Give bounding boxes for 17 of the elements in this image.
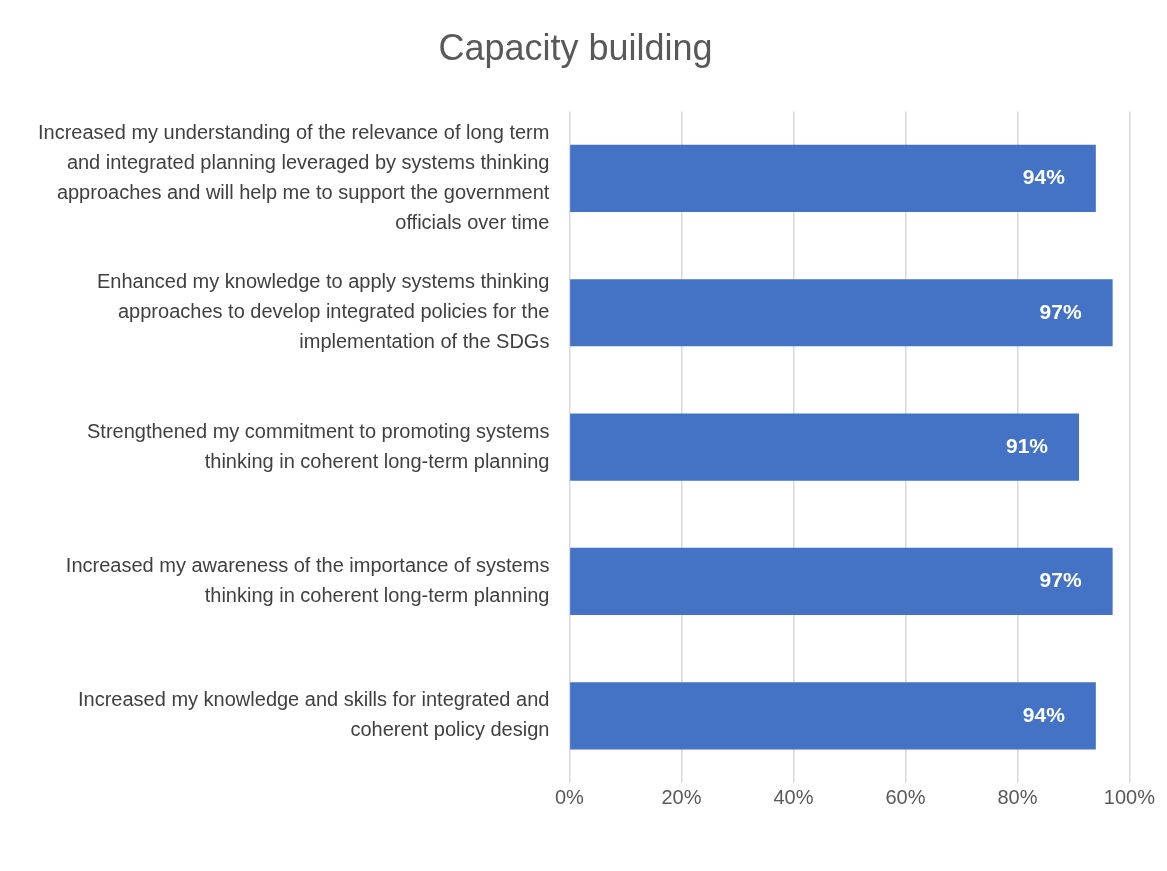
x-tick-label: 40% bbox=[773, 785, 814, 808]
data-label: 97% bbox=[1039, 568, 1082, 592]
data-label: 94% bbox=[1022, 702, 1066, 726]
x-tick-label: 80% bbox=[997, 785, 1038, 808]
data-label: 94% bbox=[1022, 165, 1066, 189]
data-label: 97% bbox=[1039, 299, 1082, 323]
x-tick-label: 60% bbox=[885, 785, 926, 808]
x-tick-label: 20% bbox=[661, 785, 702, 808]
y-tick-label: Increased my understanding of the relevance of long term and integrated planning leveraged by systems thinking approaches and will help me to support the government officials over time bbox=[38, 120, 550, 233]
x-tick-label: 0% bbox=[554, 785, 585, 808]
y-tick-label: Enhanced my knowledge to apply systems thinking approaches to develop integrated policies for the implementation of the SDGs bbox=[96, 270, 550, 353]
x-tick-label: 100% bbox=[1103, 785, 1156, 808]
y-tick-label: Increased my knowledge and skills for integrated and coherent policy design bbox=[78, 688, 550, 741]
y-tick-label: Strengthened my commitment to promoting systems thinking in coherent long-term planning bbox=[87, 419, 550, 472]
chart-title: Capacity building bbox=[438, 26, 713, 68]
y-tick-label: Increased my awareness of the importance of systems thinking in coherent long-term planning bbox=[65, 553, 550, 606]
data-label: 91% bbox=[1006, 433, 1049, 457]
